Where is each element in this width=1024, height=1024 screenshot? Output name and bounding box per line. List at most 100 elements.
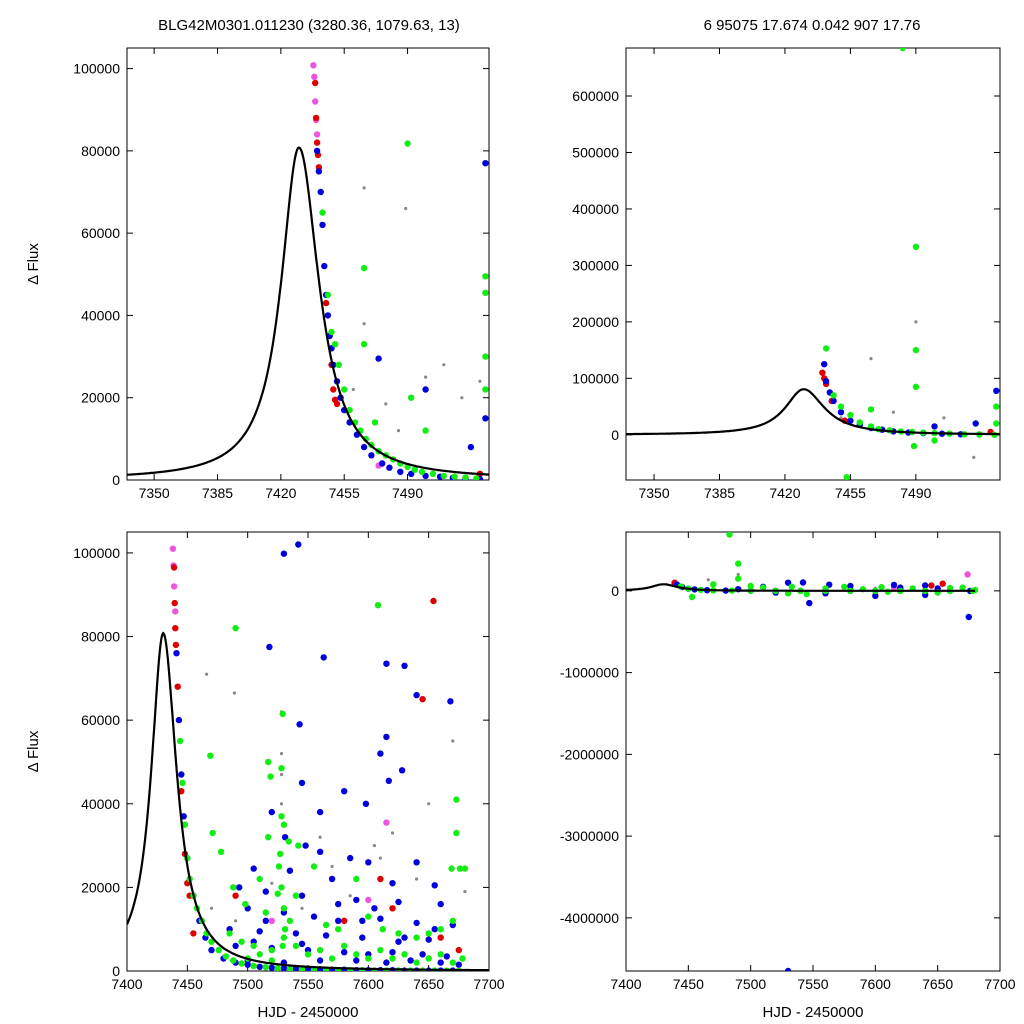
- data-point: [285, 838, 292, 845]
- data-point: [238, 938, 245, 945]
- x-tick-label: 7490: [900, 485, 931, 501]
- data-point: [413, 934, 420, 941]
- data-point: [993, 387, 1000, 394]
- data-point: [972, 455, 976, 459]
- data-point: [265, 834, 272, 841]
- data-point: [312, 98, 319, 105]
- data-point: [262, 888, 269, 895]
- data-point: [330, 864, 334, 869]
- panel-bottom-right: 7400 7450 7500 7550 7600 7650 7700 0 -1000000 -20…: [560, 531, 1016, 1021]
- y-tick-label: -4000000: [560, 910, 619, 926]
- data-point: [383, 733, 390, 741]
- data-point: [939, 580, 946, 587]
- data-point: [799, 579, 807, 586]
- data-point: [275, 863, 283, 870]
- data-point: [890, 581, 898, 589]
- data-point: [383, 959, 390, 966]
- data-point: [365, 859, 372, 866]
- y-tick-label: 100000: [73, 61, 120, 77]
- data-point: [390, 831, 395, 835]
- data-point: [461, 865, 469, 872]
- data-point: [313, 131, 321, 138]
- data-point: [735, 575, 742, 582]
- data-point: [375, 355, 382, 362]
- y-tick-label: 60000: [81, 225, 120, 241]
- data-point: [278, 765, 285, 772]
- data-point: [736, 572, 740, 577]
- data-point: [319, 221, 326, 229]
- data-point: [437, 951, 444, 958]
- data-point: [331, 341, 339, 348]
- data-point: [232, 942, 239, 950]
- data-point: [281, 834, 289, 841]
- data-point: [942, 416, 946, 420]
- y-tick-label: 40000: [81, 796, 120, 812]
- data-point: [437, 959, 444, 966]
- panel-top-left: 7350 7385 7420 7455 7490 0 20000 40000 60000 8000…: [25, 47, 490, 501]
- data-point: [424, 375, 428, 379]
- data-point: [430, 597, 437, 605]
- x-tick-label: 7650: [413, 976, 444, 992]
- data-point: [320, 654, 327, 661]
- data-point: [993, 420, 1000, 427]
- x-axis-label: HJD - 2450000: [258, 1004, 359, 1021]
- data-point: [821, 361, 828, 368]
- data-point: [279, 942, 286, 950]
- data-point: [250, 962, 257, 970]
- data-point: [847, 582, 854, 590]
- data-point: [395, 930, 402, 937]
- data-point: [710, 581, 717, 588]
- x-tick-label: 7450: [673, 976, 704, 992]
- data-point: [964, 571, 971, 578]
- data-point: [401, 662, 408, 669]
- x-tick-label: 7455: [329, 485, 360, 501]
- data-point: [389, 949, 396, 956]
- data-point: [268, 946, 275, 954]
- data-point: [359, 934, 366, 941]
- y-tick-label: 0: [112, 472, 120, 488]
- data-point: [267, 773, 274, 780]
- data-point: [280, 905, 288, 912]
- data-point: [280, 964, 288, 971]
- data-point: [335, 917, 342, 924]
- data-point: [396, 429, 401, 433]
- data-point: [312, 79, 319, 87]
- data-point: [467, 443, 475, 451]
- data-point: [208, 946, 215, 954]
- data-point: [912, 243, 920, 250]
- data-point: [286, 917, 294, 924]
- data-point: [256, 875, 263, 883]
- data-point: [362, 186, 366, 190]
- data-point: [310, 62, 317, 69]
- data-point: [318, 835, 322, 839]
- data-point: [437, 934, 444, 941]
- data-point: [451, 739, 455, 743]
- data-point: [872, 592, 879, 599]
- data-point: [347, 854, 354, 862]
- data-point: [286, 965, 294, 971]
- data-point: [959, 584, 966, 591]
- data-point: [360, 341, 368, 348]
- data-point: [891, 410, 896, 414]
- data-point: [316, 808, 324, 816]
- data-point: [784, 579, 792, 586]
- data-point: [313, 147, 321, 155]
- data-point: [912, 383, 920, 390]
- data-point: [171, 599, 178, 607]
- data-point: [335, 900, 342, 908]
- data-point: [869, 357, 873, 361]
- data-point: [453, 829, 460, 837]
- data-point: [431, 882, 438, 889]
- data-point: [413, 959, 420, 966]
- data-point: [422, 427, 429, 434]
- x-tick-label: 7500: [232, 976, 263, 992]
- data-point: [169, 545, 177, 552]
- model-curve: [626, 388, 1000, 436]
- data-layer: [127, 541, 489, 971]
- data-point: [322, 299, 330, 307]
- data-point: [408, 470, 415, 477]
- y-tick-label: 0: [112, 963, 120, 979]
- data-layer: [626, 48, 1000, 480]
- data-point: [478, 379, 482, 383]
